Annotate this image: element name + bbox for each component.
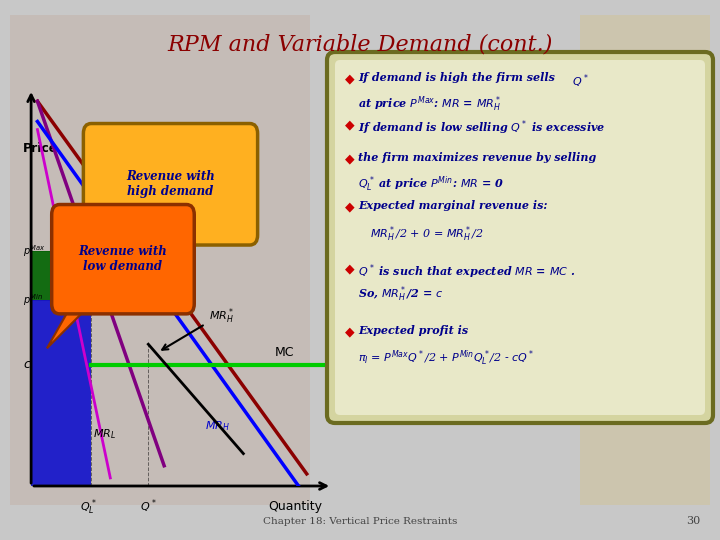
Text: Price: Price bbox=[23, 141, 58, 155]
Text: ◆: ◆ bbox=[345, 72, 355, 85]
Text: $p^{Min}$: $p^{Min}$ bbox=[23, 292, 43, 308]
Text: $Q^*$: $Q^*$ bbox=[140, 497, 157, 515]
FancyBboxPatch shape bbox=[84, 124, 258, 245]
Text: $Q^*$: $Q^*$ bbox=[572, 72, 589, 90]
Text: Quantity: Quantity bbox=[269, 500, 323, 514]
FancyBboxPatch shape bbox=[52, 205, 194, 314]
Text: Revenue with
low demand: Revenue with low demand bbox=[78, 245, 167, 273]
Text: at price $P^{Max}$: $MR$ = $MR^*_H$: at price $P^{Max}$: $MR$ = $MR^*_H$ bbox=[358, 94, 501, 113]
Text: $Q^*_L$ at price $P^{Min}$: $MR$ = 0: $Q^*_L$ at price $P^{Min}$: $MR$ = 0 bbox=[358, 174, 504, 194]
Bar bbox=[31, 300, 91, 486]
Text: If demand is low selling $Q^*$ is excessive: If demand is low selling $Q^*$ is excess… bbox=[358, 118, 606, 137]
Text: Expected marginal revenue is:: Expected marginal revenue is: bbox=[358, 200, 547, 211]
Text: ◆: ◆ bbox=[345, 200, 355, 213]
Text: Revenue with
high demand: Revenue with high demand bbox=[126, 170, 215, 198]
FancyBboxPatch shape bbox=[327, 52, 713, 423]
Text: ◆: ◆ bbox=[345, 152, 355, 165]
Text: So, $MR^*_H$/2 = $c$: So, $MR^*_H$/2 = $c$ bbox=[358, 284, 444, 303]
FancyBboxPatch shape bbox=[335, 60, 705, 415]
Bar bbox=[10, 15, 310, 505]
Text: $MR_H$: $MR_H$ bbox=[205, 419, 230, 433]
Bar bbox=[580, 15, 710, 505]
Polygon shape bbox=[47, 303, 91, 348]
Bar bbox=[31, 251, 91, 300]
Text: If demand is high the firm sells: If demand is high the firm sells bbox=[358, 72, 559, 83]
Text: $MR^*_H$/2 + 0 = $MR^*_H$/2: $MR^*_H$/2 + 0 = $MR^*_H$/2 bbox=[370, 224, 484, 244]
Text: the firm maximizes revenue by selling: the firm maximizes revenue by selling bbox=[358, 152, 596, 163]
Text: Expected profit is: Expected profit is bbox=[358, 325, 468, 336]
Text: ◆: ◆ bbox=[345, 325, 355, 338]
Text: RPM and Variable Demand (cont.): RPM and Variable Demand (cont.) bbox=[167, 33, 553, 55]
Text: $c$: $c$ bbox=[23, 358, 32, 371]
Text: ◆: ◆ bbox=[345, 262, 355, 275]
Text: 30: 30 bbox=[685, 516, 700, 526]
Text: Chapter 18: Vertical Price Restraints: Chapter 18: Vertical Price Restraints bbox=[263, 517, 457, 526]
Text: ◆: ◆ bbox=[345, 118, 355, 131]
Text: MC: MC bbox=[275, 346, 294, 360]
Text: $\pi_I$ = $P^{Max}Q^*$/2 + $P^{Min}Q^*_L$/2 - $cQ^*$: $\pi_I$ = $P^{Max}Q^*$/2 + $P^{Min}Q^*_L… bbox=[358, 348, 534, 368]
Text: $Q^*_L$: $Q^*_L$ bbox=[80, 497, 96, 517]
Polygon shape bbox=[85, 235, 123, 271]
Text: $MR^*_H$: $MR^*_H$ bbox=[209, 307, 234, 326]
Text: $p^{Max}$: $p^{Max}$ bbox=[23, 243, 46, 259]
Text: $Q^*$ is such that expected $MR$ = $MC$ .: $Q^*$ is such that expected $MR$ = $MC$ … bbox=[358, 262, 575, 281]
Text: $MR_L$: $MR_L$ bbox=[93, 427, 116, 441]
